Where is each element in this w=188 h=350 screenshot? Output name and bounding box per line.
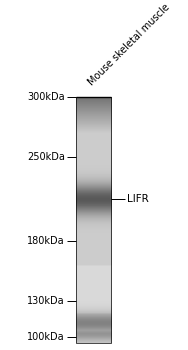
Text: 130kDa: 130kDa xyxy=(27,296,65,306)
Text: Mouse skeletal muscle: Mouse skeletal muscle xyxy=(86,2,172,87)
Text: 300kDa: 300kDa xyxy=(27,92,65,102)
Bar xyxy=(76,97,111,343)
Text: 100kDa: 100kDa xyxy=(27,331,65,342)
Text: 180kDa: 180kDa xyxy=(27,236,65,246)
Text: 250kDa: 250kDa xyxy=(27,152,65,162)
Text: LIFR: LIFR xyxy=(127,194,149,204)
